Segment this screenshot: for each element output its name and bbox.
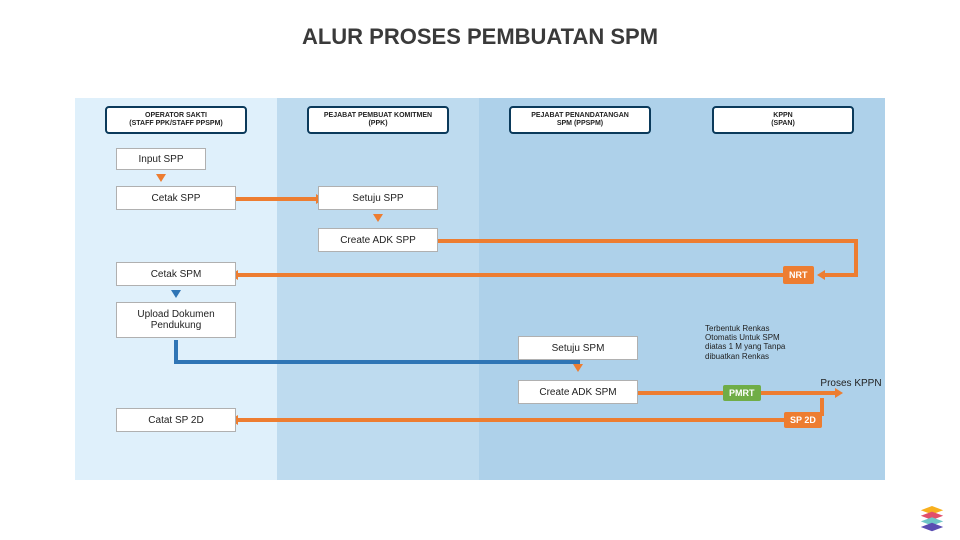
lane-header-2: PEJABAT PEMBUAT KOMITMEN (PPK) — [307, 106, 449, 134]
node-setuju-spm: Setuju SPM — [518, 336, 638, 360]
arrowhead-adkspp-nrt — [817, 270, 825, 280]
conn-adkspm-proses-a — [638, 391, 723, 395]
page-title: ALUR PROSES PEMBUATAN SPM — [0, 24, 960, 50]
swimlane-stage: OPERATOR SAKTI (STAFF PPK/STAFF PPSPM) P… — [75, 98, 885, 480]
conn-cetakspp-setujuspp — [236, 197, 318, 201]
node-create-adk-spp: Create ADK SPP — [318, 228, 438, 252]
arrow-inputspp-cetakspp — [156, 174, 166, 182]
conn-nrt-cetakspm — [236, 273, 783, 277]
node-cetak-spp: Cetak SPP — [116, 186, 236, 210]
node-create-adk-spm: Create ADK SPM — [518, 380, 638, 404]
badge-nrt: NRT — [783, 266, 814, 284]
annotation-renkas: Terbentuk Renkas Otomatis Untuk SPM diat… — [705, 324, 835, 361]
lane-bg-3 — [479, 98, 682, 480]
lane-bg-2 — [277, 98, 479, 480]
lane-header-4: KPPN (SPAN) — [712, 106, 854, 134]
node-setuju-spp: Setuju SPP — [318, 186, 438, 210]
badge-sp2d: SP 2D — [784, 412, 822, 428]
node-upload-dokumen: Upload Dokumen Pendukung — [116, 302, 236, 338]
node-proses-kppn: Proses KPPN — [815, 374, 887, 392]
conn-upload-setujuspm-b — [174, 360, 580, 364]
conn-adkspp-nrt-a — [438, 239, 858, 243]
lane-header-1: OPERATOR SAKTI (STAFF PPK/STAFF PPSPM) — [105, 106, 247, 134]
conn-adkspp-nrt-b — [854, 239, 858, 275]
conn-adkspp-nrt-c — [823, 273, 858, 277]
arrow-cetakspm-upload — [171, 290, 181, 298]
logo-icon — [918, 506, 946, 534]
node-input-spp: Input SPP — [116, 148, 206, 170]
arrow-setujuspp-createadkspp — [373, 214, 383, 222]
conn-sp2d-catat — [236, 418, 784, 422]
node-catat-sp2d: Catat SP 2D — [116, 408, 236, 432]
arrow-setujuspm-createadkspm — [573, 364, 583, 372]
lane-header-3: PEJABAT PENANDATANGAN SPM (PPSPM) — [509, 106, 651, 134]
badge-pmrt: PMRT — [723, 385, 761, 401]
node-cetak-spm: Cetak SPM — [116, 262, 236, 286]
